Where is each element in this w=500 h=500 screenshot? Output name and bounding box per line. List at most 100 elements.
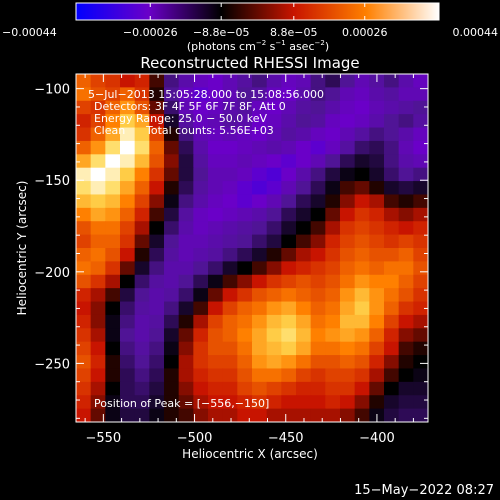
heatmap-cell (164, 314, 180, 329)
heatmap-cell (178, 314, 194, 329)
heatmap-cell (340, 140, 356, 155)
heatmap-cell (193, 288, 209, 303)
heatmap-cell (90, 74, 106, 88)
heatmap-cell (325, 140, 341, 155)
heatmap-cell (310, 395, 326, 410)
heatmap-cell (237, 140, 253, 155)
heatmap-cell (208, 221, 224, 236)
heatmap-cell (120, 368, 136, 383)
heatmap-cell (178, 74, 194, 88)
heatmap-cell (76, 140, 92, 155)
heatmap-cell (340, 314, 356, 329)
heatmap-cell (413, 368, 428, 383)
heatmap-cell (222, 301, 238, 316)
heatmap-cell (252, 181, 268, 196)
heatmap-cell (384, 74, 400, 88)
colorbar-unit-part-3: asec (286, 40, 315, 53)
heatmap-cell (149, 194, 165, 209)
heatmap-cell (149, 368, 165, 383)
heatmap-cell (164, 301, 180, 316)
heatmap-cell (90, 368, 106, 383)
heatmap-cell (325, 261, 341, 276)
heatmap-cell (149, 274, 165, 289)
heatmap-cell (164, 100, 180, 115)
heatmap-cell (222, 114, 238, 129)
heatmap-cell (76, 221, 92, 236)
heatmap-cell (369, 234, 385, 249)
heatmap-cell (105, 194, 121, 209)
heatmap-cell (252, 408, 268, 422)
heatmap-cell (193, 207, 209, 222)
annotation-method: Clean (94, 124, 125, 137)
heatmap-cell (340, 288, 356, 303)
heatmap-cell (325, 194, 341, 209)
heatmap-cell (105, 248, 121, 262)
heatmap-cell (325, 288, 341, 303)
colorbar: −0.00044 −0.00026 −8.8e−05 8.8e−05 0.00026 0.… (2, 2, 498, 53)
heatmap-cell (134, 207, 150, 222)
heatmap-cell (266, 87, 282, 102)
heatmap-cell (296, 368, 312, 383)
heatmap-cell (340, 355, 356, 370)
heatmap-cell (120, 74, 136, 88)
y-tick-label: −100 (34, 83, 70, 98)
heatmap-cell (222, 328, 238, 343)
annotations: 5−Jul−2013 15:05:28.000 to 15:08:56.000 … (88, 88, 324, 410)
heatmap-cell (325, 114, 341, 129)
heatmap-cell (266, 234, 282, 249)
heatmap-cell (369, 167, 385, 182)
heatmap-cell (354, 154, 370, 169)
heatmap-cell (164, 207, 180, 222)
heatmap-cell (310, 154, 326, 169)
heatmap-cell (222, 288, 238, 303)
heatmap-cell (340, 100, 356, 115)
heatmap-cell (76, 234, 92, 249)
heatmap-cell (310, 127, 326, 142)
heatmap-cell (208, 274, 224, 289)
y-axis: −250 −200 −150 −100 (34, 83, 428, 419)
heatmap-cell (369, 114, 385, 129)
heatmap-cell (384, 314, 400, 329)
heatmap-cell (76, 368, 92, 383)
heatmap-cell (281, 221, 297, 236)
heatmap-cell (105, 314, 121, 329)
heatmap-cell (266, 288, 282, 303)
heatmap-cell (208, 87, 224, 102)
heatmap-cell (384, 381, 400, 396)
heatmap-cell (76, 74, 92, 88)
heatmap-cell (237, 221, 253, 236)
heatmap-cell (208, 100, 224, 115)
heatmap-cell (178, 207, 194, 222)
heatmap-cell (149, 248, 165, 262)
heatmap-cell (237, 207, 253, 222)
heatmap-cell (164, 167, 180, 182)
heatmap-cell (413, 127, 428, 142)
heatmap-cell (193, 167, 209, 182)
heatmap-cell (252, 301, 268, 316)
heatmap-cell (413, 114, 428, 129)
heatmap-cell (266, 248, 282, 262)
colorbar-frame (75, 2, 440, 21)
heatmap-cell (413, 261, 428, 276)
heatmap-cell (252, 74, 268, 88)
heatmap-cell (164, 194, 180, 209)
heatmap-cell (222, 355, 238, 370)
heatmap-cell (340, 234, 356, 249)
heatmap-cell (237, 167, 253, 182)
heatmap-cell (398, 114, 414, 129)
heatmap-cell (222, 261, 238, 276)
heatmap-cell (281, 261, 297, 276)
heatmap-cell (384, 207, 400, 222)
heatmap-cell (369, 194, 385, 209)
heatmap-cell (76, 408, 92, 422)
heatmap-cell (281, 355, 297, 370)
heatmap-cell (325, 274, 341, 289)
y-axis-label: Heliocentric Y (arcsec) (15, 181, 29, 316)
heatmap-cell (222, 87, 238, 102)
heatmap-cell (384, 234, 400, 249)
heatmap-cell (120, 167, 136, 182)
heatmap-cell (222, 181, 238, 196)
heatmap-cell (340, 114, 356, 129)
heatmap-cell (266, 114, 282, 129)
heatmap-cell (398, 207, 414, 222)
